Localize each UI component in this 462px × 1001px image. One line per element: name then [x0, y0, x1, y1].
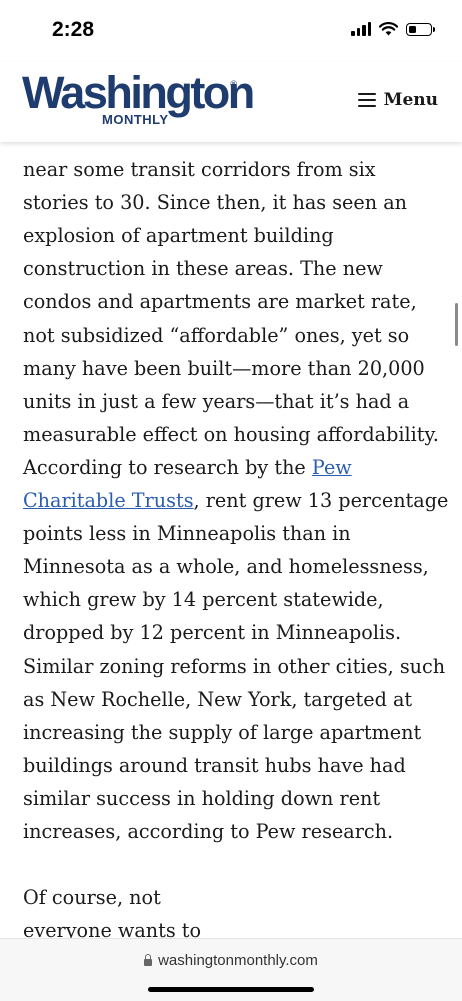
- article-line: points less in Minneapolis than in: [23, 522, 351, 546]
- article-line: condos and apartments are market rate,: [23, 290, 417, 314]
- link-trail-text: , rent grew 13 percentage: [193, 489, 449, 513]
- article-line: everyone wants to: [23, 919, 202, 943]
- home-indicator[interactable]: [148, 987, 314, 992]
- status-time: 2:28: [52, 18, 95, 41]
- article-line: construction in these areas. The new: [23, 257, 383, 281]
- browser-address-bar[interactable]: washingtonmonthly.com: [0, 938, 462, 1001]
- article-line-with-link: Charitable Trusts, rent grew 13 percenta…: [23, 484, 448, 517]
- battery-level: [409, 25, 416, 33]
- article-line: near some transit corridors from six: [23, 158, 376, 182]
- article-paragraph: Of course, not everyone wants to: [23, 881, 443, 947]
- logo-subtitle: MONTHLY: [102, 112, 169, 127]
- lock-icon: [144, 954, 153, 966]
- status-icons: [351, 22, 435, 36]
- article-line: units in just a few years—that it’s had …: [23, 389, 410, 413]
- cellular-signal-icon: [351, 22, 371, 36]
- menu-button[interactable]: Menu: [357, 90, 438, 110]
- article-line: as New Rochelle, New York, targeted at: [23, 687, 413, 711]
- article-line: similar success in holding down rent: [23, 786, 381, 810]
- article-line: measurable effect on housing affordabili…: [23, 422, 439, 446]
- article-line-with-link: According to research by the Pew: [23, 451, 443, 484]
- url-display[interactable]: washingtonmonthly.com: [0, 952, 462, 969]
- article-line: stories to 30. Since then, it has seen a…: [23, 191, 408, 215]
- hamburger-icon: [357, 93, 376, 107]
- article-line: which grew by 14 percent statewide,: [23, 588, 384, 612]
- url-text: washingtonmonthly.com: [158, 952, 318, 969]
- pew-link-continued[interactable]: Charitable Trusts: [23, 489, 194, 513]
- link-lead-text: According to research by the: [23, 455, 312, 479]
- article-line: explosion of apartment building: [23, 224, 334, 248]
- article-line: not subsidized “affordable” ones, yet so: [23, 323, 410, 347]
- wifi-icon: [379, 22, 398, 36]
- article-line: Minnesota as a whole, and homelessness,: [23, 555, 429, 579]
- menu-label: Menu: [383, 90, 438, 110]
- article-line: Similar zoning reforms in other cities, …: [23, 654, 446, 678]
- article-line: increasing the supply of large apartment: [23, 720, 422, 744]
- article-body: near some transit corridors from six sto…: [23, 120, 448, 947]
- site-logo[interactable]: Washington ® MONTHLY: [22, 68, 255, 134]
- article-line: many have been built—more than 20,000: [23, 356, 425, 380]
- article-line: Of course, not: [23, 886, 161, 910]
- article-line: dropped by 12 percent in Minneapolis.: [23, 621, 402, 645]
- battery-icon: [406, 22, 435, 36]
- scroll-indicator[interactable]: [455, 303, 458, 346]
- pew-link[interactable]: Pew: [311, 455, 352, 479]
- status-bar: 2:28: [0, 0, 462, 62]
- article-paragraph: near some transit corridors from six sto…: [23, 120, 448, 848]
- paragraph-gap: [23, 848, 443, 881]
- article-line: buildings around transit hubs have had: [23, 753, 406, 777]
- logo-wordmark: Washington: [22, 67, 255, 118]
- logo-registered-mark: ®: [230, 79, 237, 89]
- site-header: Washington ® MONTHLY Menu: [0, 62, 462, 142]
- article-line: increases, according to Pew research.: [23, 819, 394, 843]
